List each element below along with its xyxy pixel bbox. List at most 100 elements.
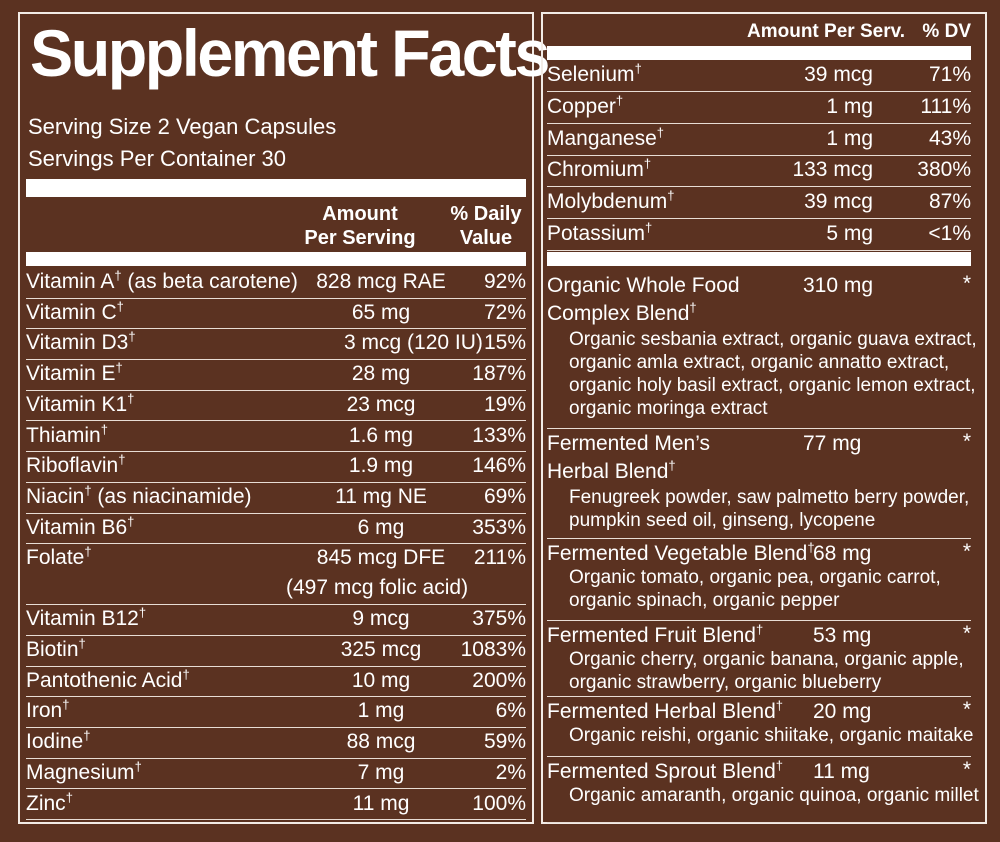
mineral-name: Manganese† [547,124,664,154]
blend-ingredients: organic strawberry, organic blueberry [569,672,882,693]
blend-amount: 310 mg [803,274,874,297]
mineral-name: Chromium† [547,155,651,185]
header-daily-value: % Daily Value [438,202,534,250]
daily-value: 200% [472,668,526,692]
dagger-mark: † [84,544,92,560]
amount-per-serving: 325 mcg [340,638,422,661]
mineral-name: Potassium† [547,219,652,249]
dagger-mark: † [656,124,664,140]
dagger-mark: † [84,482,92,498]
blend-name: Organic Whole Food [547,272,740,300]
amount-per-serving: 9 mcg [352,607,410,631]
mineral-label: Molybdenum [547,190,668,214]
table-row: Selenium† 39 mcg 71% [547,60,971,92]
amount-per-serving: 1.6 mg [348,423,414,447]
nutrient-name: Vitamin A† (as beta carotene) [26,267,298,297]
servings-per-container: Servings Per Container 30 [28,146,287,171]
dagger-mark: † [100,421,108,437]
mineral-name: Copper† [547,92,623,122]
dagger-mark: † [775,758,784,773]
nutrient-label: Iodine [26,730,84,754]
blend-name-text: Fermented Herbal Blend [547,700,776,723]
table-row: Potassium† 5 mg <1% [547,219,971,251]
table-row: Iron† 1 mg 6% [26,696,526,729]
blend-name-text: Organic Whole Food [547,274,740,297]
table-row: Vitamin B12† 9 mcg 375% [26,604,526,636]
dagger-mark: † [645,220,653,235]
amount-per-serving: 1 mg [826,94,873,118]
nutrient-label: Pantothenic Acid [26,668,183,692]
amount-per-serving: 3 mcg (120 IU) [344,331,483,355]
daily-value: 380% [917,158,971,182]
table-row: Magnesium† 7 mg 2% [26,758,526,790]
table-row: Zinc† 11 mg 100% [26,789,526,821]
nutrient-label: Iron [26,699,63,723]
mineral-label: Chromium [547,158,644,182]
amount-per-serving: 88 mcg [346,730,416,754]
dagger-mark: † [138,605,147,621]
nutrient-label: Zinc [26,791,66,815]
dagger-mark: † [118,452,126,468]
nutrient-name: Biotin† [26,635,86,665]
header-dv-line2: Value [459,227,513,249]
amount-per-serving: 28 mg [351,362,411,386]
nutrient-name: Thiamin† [26,421,108,451]
dagger-mark: † [807,540,815,555]
amount-per-serving: 11 mg NE [335,484,427,508]
mineral-label: Potassium [547,222,646,245]
blend-name-text: Complex Blend [547,302,690,325]
nutrient-label: Vitamin C [26,300,117,324]
dagger-mark: † [689,300,697,315]
table-row: Thiamin† 1.6 mg 133% [26,421,526,453]
blend-item: Fermented Herbal Blend† 20 mg * Organic rei… [547,696,974,757]
table-row: Riboflavin† 1.9 mg 146% [26,451,526,483]
table-row: Vitamin B6† 6 mg 353% [26,513,526,545]
blend-ingredients: pumpkin seed oil, ginseng, lycopene [569,510,876,531]
daily-value: 211% [473,546,526,570]
daily-value: <1% [928,222,971,245]
daily-value: 19% [483,392,526,416]
blend-dv: * [962,540,971,563]
nutrient-name: Magnesium† [26,758,142,788]
dagger-mark: † [775,698,784,713]
blend-name-text: Fermented Fruit Blend [547,624,756,647]
nutrient-label: Magnesium [26,760,135,784]
blend-name-text: Herbal Blend [547,460,669,483]
daily-value: 69% [483,484,526,508]
amount-per-serving: 7 mg [357,760,405,784]
table-row: Manganese† 1 mg 43% [547,124,971,156]
header-amount-line2: Per Serving [304,227,416,249]
nutrient-label: Vitamin E [26,362,116,386]
header-amount-per-serv: Amount Per Serv. [747,21,906,42]
blend-ingredients: Organic sesbania extract, organic guava … [569,329,977,350]
dagger-mark: † [134,758,142,774]
dagger-mark: † [643,156,652,172]
serving-size: Serving Size 2 Vegan Capsules [28,114,337,139]
mineral-name: Selenium† [547,60,642,90]
dagger-mark: † [755,622,764,637]
page-title: Supplement Facts [30,16,550,90]
blend-ingredients: Organic reishi, organic shiitake, organi… [569,725,974,746]
blend-amount: 53 mg [813,624,872,647]
nutrient-name: Niacin† (as niacinamide) [26,482,252,512]
amount-per-serving: 23 mcg [346,392,416,416]
supplement-facts-left-panel: Supplement Facts Serving Size 2 Vegan Ca… [18,12,550,824]
blend-name: Herbal Blend† [547,458,676,486]
amount-per-serving: 65 mg [351,300,411,324]
blend-ingredients: Fenugreek powder, saw palmetto berry pow… [569,487,970,508]
daily-value: 59% [483,730,526,754]
nutrient-label: Folate [26,546,85,570]
dagger-mark: † [615,92,624,108]
amount-per-serving: 11 mg [352,791,410,815]
header-dv: % DV [922,21,971,42]
blend-ingredients: organic moringa extract [569,398,768,419]
nutrient-label: Vitamin B12 [26,607,139,631]
amount-per-serving: 10 mg [351,668,411,692]
blend-dv: * [962,622,971,645]
blend-item: Fermented Sprout Blend† 11 mg * Organic ama… [547,756,979,823]
nutrient-label: Niacin [26,484,85,508]
blend-item: Fermented Fruit Blend† 53 mg * Organic cher… [547,620,971,697]
blend-amount: 11 mg [813,760,870,783]
daily-value: 375% [472,607,526,631]
blend-item: Fermented Vegetable Blend† 68 mg * Organic … [547,538,971,621]
